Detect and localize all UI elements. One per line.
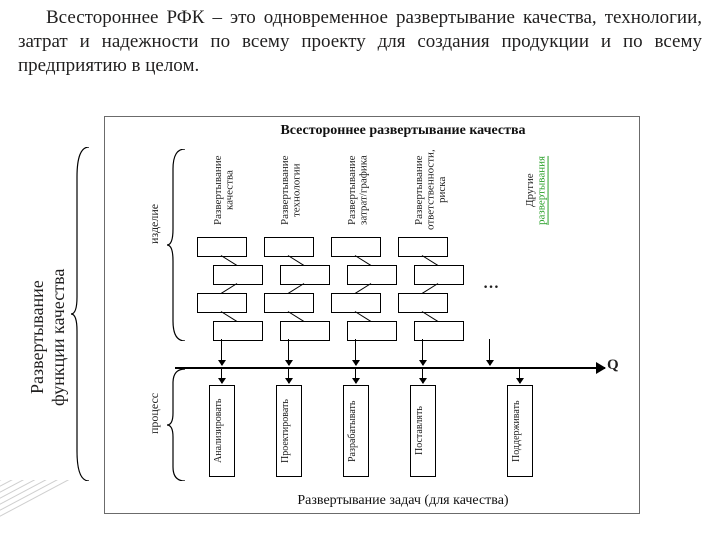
brace-main	[71, 147, 91, 481]
quality-deployment-diagram: Всестороннее развертывание качества Разв…	[104, 116, 640, 514]
process-box-4: Поддерживать	[507, 385, 533, 477]
column-head-1: Развертывание технологии	[280, 145, 303, 235]
process-label: Анализировать	[213, 390, 224, 472]
process-box-0: Анализировать	[209, 385, 235, 477]
left-section-izdelie: изделие	[147, 179, 162, 269]
ladder-box	[280, 321, 330, 341]
down-arrow	[288, 339, 289, 365]
process-arrow	[519, 369, 520, 383]
process-label: Поддерживать	[511, 390, 522, 472]
down-arrow	[355, 339, 356, 365]
left-main-label: Развертывание функции качества	[27, 247, 69, 427]
left-section-process: процесс	[147, 365, 162, 461]
intro-paragraph: Всестороннее РФК – это одновременное раз…	[18, 6, 702, 78]
column-head-0: Развертывание качества	[213, 145, 236, 235]
ladder-box	[347, 265, 397, 285]
process-box-2: Разрабатывать	[343, 385, 369, 477]
ladder-box	[213, 265, 263, 285]
process-arrow	[288, 369, 289, 383]
down-arrow	[221, 339, 222, 365]
process-arrow	[221, 369, 222, 383]
ladder-box	[347, 321, 397, 341]
process-label: Поставлять	[414, 390, 425, 472]
down-arrow	[489, 339, 490, 365]
ladder-box	[280, 265, 330, 285]
ladder-box	[398, 293, 448, 313]
q-axis	[175, 367, 605, 369]
down-arrow	[422, 339, 423, 365]
column-head-4: Другие развертывания	[525, 145, 548, 235]
column-head-2: Развертывание затрат/графика	[347, 145, 370, 235]
ladder-box	[197, 237, 247, 257]
ladder-box	[398, 237, 448, 257]
q-axis-label: Q	[607, 357, 619, 374]
brace-process	[167, 369, 187, 481]
column-head-3: Развертывание ответственности, риска	[414, 145, 449, 235]
brace-izdelie	[167, 149, 187, 341]
process-label: Разрабатывать	[347, 390, 358, 472]
ladder-box	[264, 293, 314, 313]
process-arrow	[355, 369, 356, 383]
process-box-3: Поставлять	[410, 385, 436, 477]
ladder-box	[414, 265, 464, 285]
ladder-box	[414, 321, 464, 341]
ladder-box	[213, 321, 263, 341]
diagram-title-top: Всестороннее развертывание качества	[253, 123, 553, 139]
ladder-box	[197, 293, 247, 313]
columns-ellipsis: …	[483, 275, 501, 293]
corner-decoration	[0, 480, 90, 540]
ladder-box	[331, 293, 381, 313]
ladder-box	[264, 237, 314, 257]
ladder-box	[331, 237, 381, 257]
process-label: Проектировать	[280, 390, 291, 472]
process-box-1: Проектировать	[276, 385, 302, 477]
diagram-title-bottom: Развертывание задач (для качества)	[253, 493, 553, 509]
process-arrow	[422, 369, 423, 383]
